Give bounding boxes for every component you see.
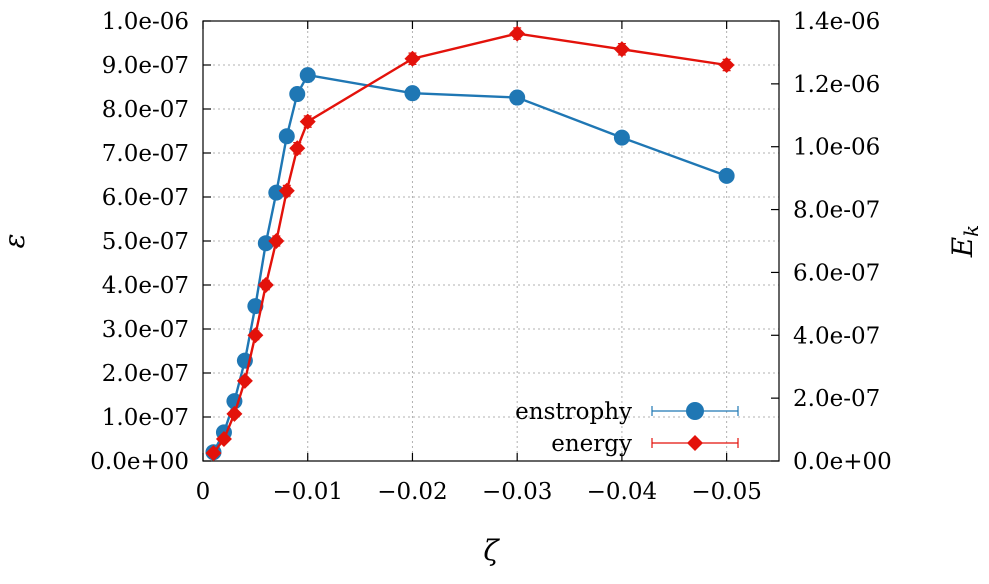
x-tick-label: −0.04 bbox=[587, 479, 657, 505]
legend: enstrophy energy bbox=[515, 399, 739, 457]
energy-point bbox=[289, 140, 306, 157]
series-enstrophy bbox=[205, 67, 735, 461]
energy-point bbox=[404, 50, 421, 67]
x-tick-label: 0 bbox=[196, 479, 211, 505]
energy-point bbox=[257, 277, 274, 293]
energy-point bbox=[268, 233, 285, 249]
y-left-tick-label: 1.0e-07 bbox=[102, 405, 189, 431]
enstrophy-point bbox=[299, 67, 316, 84]
y-left-tick-label: 5.0e-07 bbox=[102, 229, 189, 255]
y-right-axis-label: Ek bbox=[946, 225, 983, 259]
enstrophy-point bbox=[718, 167, 735, 184]
enstrophy-point bbox=[257, 235, 274, 252]
energy-point bbox=[278, 182, 295, 199]
x-axis-label: ζ bbox=[483, 534, 500, 567]
y-right-tick-label: 6.0e-07 bbox=[793, 260, 880, 286]
x-tick-label: −0.03 bbox=[482, 479, 552, 505]
y-left-axis-label: ε bbox=[0, 233, 31, 248]
energy-point bbox=[613, 41, 630, 58]
y-left-tick-label: 8.0e-07 bbox=[102, 97, 189, 123]
y-right-tick-label: 1.0e-06 bbox=[793, 135, 880, 161]
legend-marker-enstrophy bbox=[686, 402, 704, 420]
energy-point bbox=[236, 372, 253, 389]
enstrophy-point bbox=[404, 85, 421, 102]
x-tick-label: −0.02 bbox=[377, 479, 447, 505]
energy-point bbox=[509, 25, 526, 42]
axis-ticks: 0 −0.01 −0.02 −0.03 −0.04 −0.05 0.0e+00 1.0e-07… bbox=[90, 9, 891, 505]
y-right-tick-label: 0.0e+00 bbox=[793, 449, 892, 475]
y-left-tick-label: 2.0e-07 bbox=[102, 361, 189, 387]
series-energy bbox=[205, 25, 735, 462]
enstrophy-point bbox=[289, 86, 306, 103]
y-right-axis-label-subscript: k bbox=[959, 225, 983, 237]
legend-label-energy: energy bbox=[551, 431, 632, 457]
y-left-tick-label: 7.0e-07 bbox=[102, 141, 189, 167]
x-tick-label: −0.05 bbox=[691, 479, 761, 505]
y-left-tick-label: 9.0e-07 bbox=[102, 53, 189, 79]
enstrophy-point bbox=[247, 298, 264, 315]
y-left-tick-label: 1.0e-06 bbox=[102, 9, 189, 35]
enstrophy-point bbox=[278, 128, 295, 145]
energy-point bbox=[215, 431, 232, 447]
enstrophy-point bbox=[509, 89, 526, 106]
x-tick-label: −0.01 bbox=[272, 479, 342, 505]
y-left-tick-label: 0.0e+00 bbox=[90, 449, 189, 475]
energy-point bbox=[205, 445, 222, 462]
y-right-tick-label: 2.0e-07 bbox=[793, 386, 880, 412]
legend-marker-energy bbox=[687, 435, 703, 451]
enstrophy-point bbox=[268, 184, 285, 201]
y-right-axis-label-base: E bbox=[946, 237, 979, 258]
energy-point bbox=[718, 57, 735, 73]
energy-point bbox=[299, 113, 316, 130]
grid bbox=[203, 21, 779, 461]
y-right-tick-label: 8.0e-07 bbox=[793, 198, 880, 224]
legend-label-enstrophy: enstrophy bbox=[515, 399, 632, 425]
y-left-tick-label: 6.0e-07 bbox=[102, 185, 189, 211]
y-right-tick-label: 4.0e-07 bbox=[793, 323, 880, 349]
energy-point bbox=[247, 327, 264, 344]
y-right-tick-label: 1.2e-06 bbox=[793, 72, 880, 98]
enstrophy-point bbox=[613, 129, 630, 146]
energy-point bbox=[226, 405, 243, 422]
series-layer bbox=[205, 25, 735, 462]
y-left-tick-label: 3.0e-07 bbox=[102, 317, 189, 343]
y-right-tick-label: 1.4e-06 bbox=[793, 9, 880, 35]
y-left-tick-label: 4.0e-07 bbox=[102, 273, 189, 299]
